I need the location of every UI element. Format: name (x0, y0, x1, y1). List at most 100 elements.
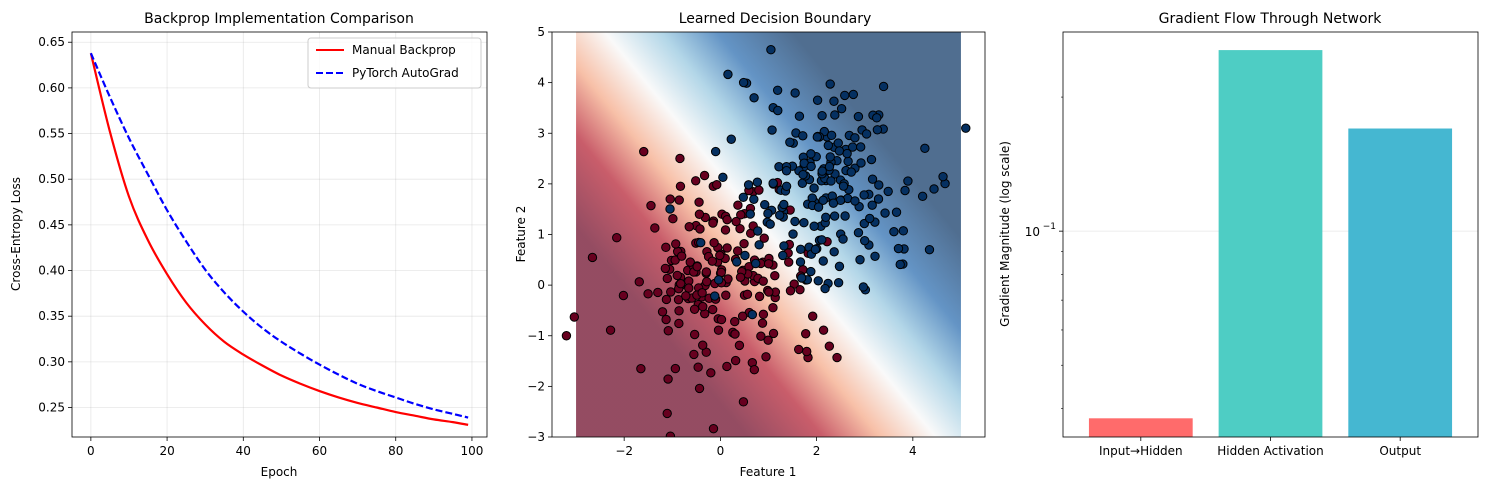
class-0-point (666, 287, 676, 297)
loss-series-lines (89, 52, 469, 426)
class-1-point (867, 174, 878, 184)
legend-label-manual: Manual Backprop (352, 43, 456, 57)
class-1-point (779, 241, 789, 251)
class-0-point (689, 329, 700, 340)
class-0-point (657, 307, 668, 317)
class-1-point (838, 234, 848, 244)
y-tick-label: 10 (1025, 225, 1040, 239)
x-tick-label: 0 (717, 444, 725, 458)
class-0-point (707, 304, 718, 315)
class-1-point (846, 167, 856, 177)
x-tick-label: 80 (388, 444, 403, 458)
gradient-chart-title: Gradient Flow Through Network (1159, 11, 1383, 27)
gradient-ticks: 10 −1 Input→Hidden Hidden Activation Output (1025, 96, 1421, 458)
class-0-point (784, 257, 794, 267)
class-1-point (825, 79, 835, 89)
class-0-point (707, 256, 718, 266)
gradient-bar (1348, 128, 1453, 437)
class-0-point (730, 355, 741, 366)
class-0-point (722, 243, 732, 253)
class-0-point (671, 239, 681, 249)
y-tick-label: 0.45 (38, 218, 65, 232)
class-0-point (674, 318, 684, 329)
class-0-point (708, 423, 719, 434)
class-0-point (695, 224, 705, 234)
class-0-point (694, 383, 705, 394)
class-1-point (726, 134, 736, 144)
class-0-point (721, 290, 731, 300)
class-0-point (662, 408, 672, 419)
gradient-bar (1218, 50, 1323, 437)
class-0-point (735, 223, 745, 234)
class-1-point (859, 235, 870, 246)
class-0-point (672, 270, 682, 281)
class-0-point (684, 222, 694, 232)
class-1-point (795, 257, 806, 267)
class-1-point (880, 208, 890, 218)
class-0-point (734, 340, 745, 351)
x-tick-label: 40 (236, 444, 251, 458)
y-tick-label: −3 (527, 430, 545, 444)
class-1-point (768, 178, 778, 188)
class-0-point (739, 238, 749, 249)
y-tick-label: −1 (527, 329, 545, 343)
class-1-point (798, 131, 808, 141)
class-1-point (766, 45, 776, 55)
class-0-point (634, 277, 644, 287)
class-1-point (779, 199, 789, 210)
class-1-point (812, 95, 823, 105)
class-1-point (806, 149, 816, 159)
class-1-point (772, 85, 783, 95)
class-1-point (834, 261, 845, 272)
loss-legend: Manual Backprop PyTorch AutoGrad (307, 37, 482, 89)
class-0-point (698, 340, 708, 350)
class-1-point (718, 172, 728, 183)
class-0-point (665, 431, 676, 437)
class-1-point (895, 259, 905, 270)
class-0-point (636, 363, 646, 374)
y-tick-label: 0.55 (38, 127, 65, 141)
class-0-point (758, 276, 768, 286)
class-1-point (867, 200, 877, 210)
class-0-point (699, 170, 710, 181)
class-1-point (818, 256, 828, 266)
class-0-point (694, 209, 705, 219)
gradient-bar (1088, 418, 1193, 437)
class-1-point (813, 276, 823, 286)
class-1-point (825, 152, 835, 162)
class-0-point (681, 291, 691, 301)
class-1-point (836, 103, 847, 114)
class-0-point (715, 250, 725, 261)
class-1-point (830, 110, 840, 120)
class-0-point (730, 316, 740, 327)
class-1-point (781, 166, 792, 176)
class-1-point (833, 278, 844, 288)
class-1-point (891, 207, 902, 217)
class-1-point (723, 69, 733, 80)
class-1-point (820, 283, 830, 294)
class-1-point (806, 266, 816, 277)
class-0-point (673, 294, 684, 305)
class-1-point (848, 89, 859, 100)
loss-panel: Backprop Implementation Comparison 0 20 40… (9, 11, 488, 479)
class-0-point (689, 349, 699, 360)
class-1-point (749, 194, 759, 204)
class-1-point (806, 161, 816, 172)
class-0-point (720, 225, 731, 235)
class-0-point (732, 246, 743, 256)
class-1-point (818, 195, 828, 206)
class-0-point (650, 223, 660, 233)
y-tick-label: 0 (537, 278, 545, 292)
class-1-point (858, 282, 869, 292)
class-1-point (824, 161, 835, 172)
class-0-point (757, 318, 768, 328)
class-1-point (785, 137, 795, 147)
class-0-point (770, 271, 780, 281)
class-1-point (853, 111, 864, 122)
class-0-point (738, 397, 749, 407)
class-0-point (733, 200, 743, 210)
class-1-point (840, 211, 850, 221)
class-1-point (809, 183, 819, 193)
class-1-point (889, 227, 899, 237)
class-0-point (818, 325, 829, 335)
